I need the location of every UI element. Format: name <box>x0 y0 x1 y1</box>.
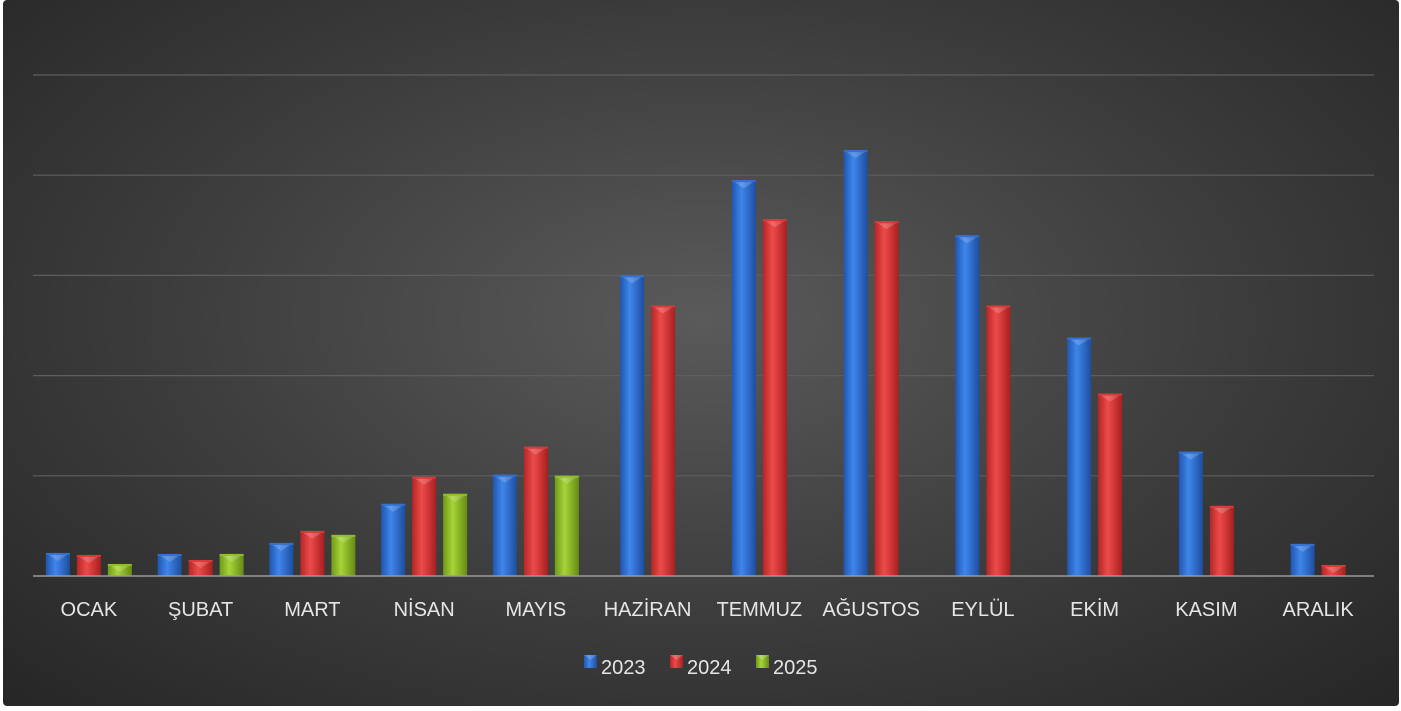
bar-2024-ni̇san <box>412 476 437 576</box>
x-tick-label: ARALIK <box>1283 599 1355 621</box>
x-tick-label: EYLÜL <box>951 599 1014 621</box>
legend-label: 2024 <box>687 657 732 679</box>
legend: 2023 2024 2025 <box>584 655 818 679</box>
bar-2024-kasim <box>1209 505 1234 576</box>
bar-2023-ağustos <box>843 150 868 576</box>
x-tick-label: EKİM <box>1070 598 1119 621</box>
bar-2024-ağustos <box>874 221 899 577</box>
bars <box>45 150 1346 577</box>
legend-item-2024: 2024 <box>670 655 732 679</box>
x-tick-label: HAZİRAN <box>604 598 692 621</box>
bar-2023-eki̇m <box>1067 337 1092 576</box>
bar-2024-aralik <box>1321 564 1346 576</box>
bar-2023-mart <box>269 542 294 576</box>
bar-2025-ocak <box>107 563 132 576</box>
bar-2024-mart <box>300 530 325 576</box>
x-tick-label: KASIM <box>1175 599 1237 621</box>
legend-swatch <box>584 655 597 668</box>
x-tick-label: NİSAN <box>394 598 455 621</box>
bar-2023-eylül <box>955 235 980 576</box>
x-tick-label: ŞUBAT <box>168 599 233 621</box>
legend-item-2023: 2023 <box>584 655 646 679</box>
bar-2024-temmuz <box>762 219 787 576</box>
bar-chart: OCAK ŞUBAT MART NİSAN MAYIS HAZİRAN TEMMUZ AĞUS… <box>33 74 1374 679</box>
bar-2023-temmuz <box>731 180 756 576</box>
bar-2024-eylül <box>986 305 1011 576</box>
category-labels: OCAK ŞUBAT MART NİSAN MAYIS HAZİRAN TEMMUZ AĞUS… <box>61 598 1355 621</box>
legend-swatch <box>670 655 683 668</box>
bar-2023-kasim <box>1178 451 1203 576</box>
bar-2024-şubat <box>188 559 213 576</box>
bar-2024-eki̇m <box>1098 393 1123 576</box>
bar-2023-şubat <box>157 553 182 576</box>
bar-2024-hazi̇ran <box>651 305 676 576</box>
legend-item-2025: 2025 <box>756 655 818 679</box>
legend-label: 2023 <box>601 657 646 679</box>
x-tick-label: AĞUSTOS <box>822 598 919 621</box>
gridlines <box>33 74 1374 477</box>
bar-2023-ni̇san <box>381 503 406 576</box>
x-tick-label: OCAK <box>61 599 118 621</box>
legend-swatch <box>756 655 769 668</box>
bar-2024-ocak <box>76 554 101 576</box>
bar-2024-mayis <box>523 446 548 576</box>
bar-2025-mart <box>331 534 356 576</box>
bar-2023-mayis <box>492 474 517 576</box>
bar-2025-mayis <box>554 475 579 576</box>
x-tick-label: MAYIS <box>505 599 566 621</box>
x-tick-label: MART <box>284 599 340 621</box>
bar-2025-şubat <box>219 553 244 576</box>
bar-2025-ni̇san <box>443 493 468 576</box>
chart-area: OCAK ŞUBAT MART NİSAN MAYIS HAZİRAN TEMMUZ AĞUS… <box>3 0 1399 706</box>
bar-2023-aralik <box>1290 543 1315 576</box>
bar-2023-ocak <box>45 552 70 576</box>
legend-label: 2025 <box>773 657 818 679</box>
bar-2023-hazi̇ran <box>620 275 645 576</box>
x-tick-label: TEMMUZ <box>717 599 803 621</box>
